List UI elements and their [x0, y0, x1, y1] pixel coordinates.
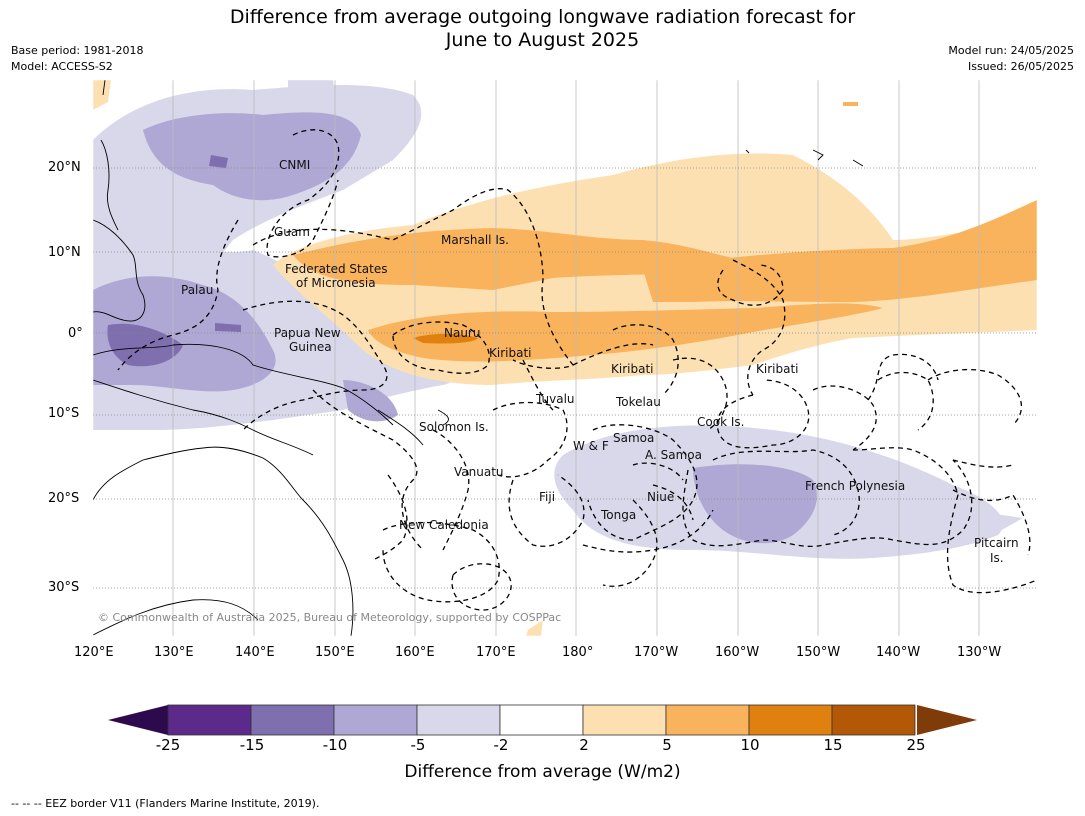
lon-label-170w: 170°W — [634, 645, 679, 660]
colorbar-tick: 5 — [662, 736, 672, 754]
lon-label-160e: 160°E — [395, 645, 435, 660]
colorbar-tick: -2 — [493, 736, 509, 754]
lon-label-150e: 150°E — [315, 645, 355, 660]
label-solomon-is: Solomon Is. — [419, 420, 489, 434]
positive-anomaly-areas — [93, 80, 1037, 636]
model-run: Model run: 24/05/2025 — [948, 44, 1074, 57]
coastlines — [93, 80, 864, 636]
colorbar-tick: -5 — [410, 736, 426, 754]
colorbar-cells — [167, 704, 916, 736]
colorbar-tick: 15 — [823, 736, 843, 754]
eez-borders — [117, 129, 1037, 611]
label-new-caledonia: New Caledonia — [399, 518, 489, 532]
label-french-polynesia: French Polynesia — [805, 479, 905, 493]
lon-label-170e: 170°E — [476, 645, 516, 660]
colorbar-over-arrow — [917, 705, 977, 735]
label-cook-is: Cook Is. — [697, 415, 744, 429]
label-fiji: Fiji — [539, 490, 555, 504]
lat-label-30s: 30°S — [48, 580, 80, 595]
colorbar-cell — [167, 704, 252, 736]
label-png-2: Guinea — [289, 340, 332, 354]
lon-label-130w: 130°W — [957, 645, 1002, 660]
lon-label-140w: 140°W — [876, 645, 921, 660]
longitude-gridlines — [172, 80, 980, 636]
label-pitcairn-2: Is. — [990, 551, 1004, 565]
colorbar-tick: 2 — [579, 736, 589, 754]
colorbar-cell — [831, 704, 916, 736]
lat-label-10s: 10°S — [48, 406, 80, 421]
label-tokelau: Tokelau — [615, 395, 661, 409]
label-nauru: Nauru — [444, 326, 480, 340]
colorbar-tick: 25 — [906, 736, 926, 754]
lon-label-150w: 150°W — [796, 645, 841, 660]
label-tuvalu: Tuvalu — [535, 392, 575, 406]
label-fsm-1: Federated States — [285, 262, 387, 276]
colorbar-cell — [499, 704, 584, 736]
lon-label-180: 180° — [562, 645, 594, 660]
colorbar-tick: -25 — [155, 736, 181, 754]
model-name: Model: ACCESS-S2 — [11, 60, 113, 73]
issued-date: Issued: 26/05/2025 — [967, 60, 1074, 73]
colorbar-cell — [748, 704, 833, 736]
lat-label-20n: 20°N — [48, 160, 81, 175]
colorbar-cell — [665, 704, 750, 736]
label-kiribati-east: Kiribati — [756, 362, 798, 376]
lat-label-20s: 20°S — [48, 491, 80, 506]
label-kiribati-central: Kiribati — [611, 362, 653, 376]
label-pitcairn-1: Pitcairn — [974, 536, 1019, 550]
meta-right: Model run: 24/05/2025 Issued: 26/05/2025 — [948, 43, 1074, 75]
lat-label-0: 0° — [68, 326, 83, 341]
label-samoa: Samoa — [613, 431, 654, 445]
title-line-1: Difference from average outgoing longwav… — [229, 6, 856, 28]
label-wallis-futuna: W & F — [573, 439, 609, 453]
label-palau: Palau — [181, 283, 213, 297]
label-guam: Guam — [274, 225, 310, 239]
label-marshall-is: Marshall Is. — [441, 233, 509, 247]
base-period: Base period: 1981-2018 — [11, 44, 144, 57]
colorbar — [108, 704, 977, 736]
lon-label-130e: 130°E — [154, 645, 194, 660]
copyright-notice: © Commonwealth of Australia 2025, Bureau… — [98, 611, 561, 624]
colorbar-under-arrow — [108, 705, 168, 735]
colorbar-cell — [333, 704, 418, 736]
label-vanuatu: Vanuatu — [454, 465, 504, 479]
negative-anomaly-areas — [93, 80, 1023, 559]
colorbar-cell — [582, 704, 667, 736]
lon-label-140e: 140°E — [235, 645, 275, 660]
map-title: Difference from average outgoing longwav… — [0, 6, 1085, 52]
colorbar-title: Difference from average (W/m2) — [404, 762, 681, 782]
lat-label-10n: 10°N — [48, 245, 81, 260]
colorbar-tick: 10 — [740, 736, 760, 754]
lon-label-160w: 160°W — [715, 645, 760, 660]
label-cnmi: CNMI — [279, 158, 310, 172]
label-niue: Niue — [647, 490, 674, 504]
label-png-1: Papua New — [274, 326, 341, 340]
label-tonga: Tonga — [600, 508, 636, 522]
place-labels: CNMI Guam Marshall Is. Federated States … — [181, 158, 1019, 565]
colorbar-tick: -10 — [322, 736, 348, 754]
forecast-map: CNMI Guam Marshall Is. Federated States … — [93, 80, 1037, 636]
lon-label-120e: 120°E — [74, 645, 114, 660]
colorbar-cell — [250, 704, 335, 736]
colorbar-cell — [416, 704, 501, 736]
label-american-samoa: A. Samoa — [645, 448, 702, 462]
meta-left: Base period: 1981-2018 Model: ACCESS-S2 — [11, 43, 143, 75]
title-line-2: June to August 2025 — [445, 29, 640, 51]
colorbar-tick: -15 — [239, 736, 265, 754]
label-kiribati-west: Kiribati — [489, 346, 531, 360]
label-fsm-2: of Micronesia — [296, 276, 376, 290]
latitude-gridlines — [93, 167, 1037, 589]
eez-legend-note: -- -- -- EEZ border V11 (Flanders Marine… — [11, 797, 320, 810]
